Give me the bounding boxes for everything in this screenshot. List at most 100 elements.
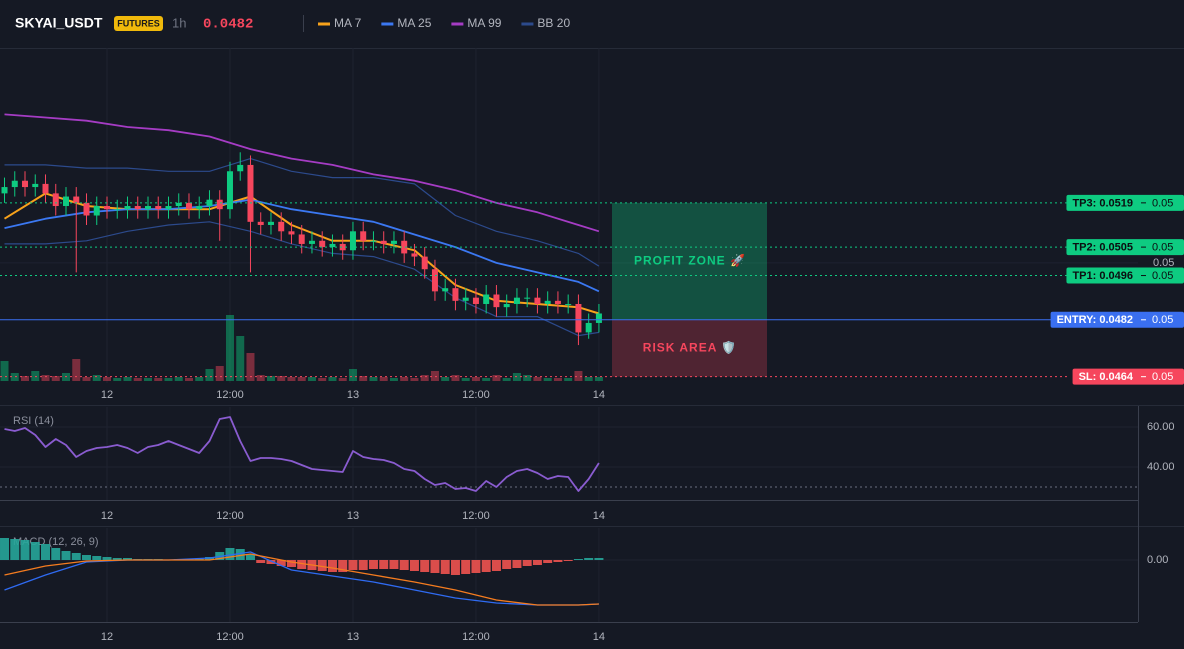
volume-bar [41, 375, 50, 381]
candle-body [370, 240, 377, 242]
candle-body [565, 303, 572, 305]
macd-histogram-bar [235, 549, 245, 560]
candle-body [431, 269, 438, 292]
candle-body [226, 171, 233, 210]
macd-histogram-bar [471, 560, 481, 573]
candle-body [237, 164, 244, 172]
macd-histogram-bar [51, 548, 61, 560]
candle-body [493, 294, 500, 308]
macd-histogram-bar [286, 560, 296, 567]
macd-histogram-bar [266, 560, 276, 564]
macd-histogram-bar [543, 560, 553, 563]
volume-bar [31, 371, 40, 381]
volume-bar [307, 377, 316, 381]
macd-histogram-bar [0, 538, 10, 560]
macd-histogram-bar [399, 560, 409, 570]
volume-bar [184, 378, 193, 381]
candle-body [360, 231, 367, 241]
volume-bar [430, 371, 439, 381]
macd-histogram-bar [61, 551, 71, 560]
volume-bar [543, 378, 552, 381]
macd-histogram-bar [297, 560, 307, 569]
macd-histogram-bar [30, 542, 40, 560]
level-tag [1072, 368, 1184, 385]
macd-histogram-bar [491, 560, 501, 571]
x-tick-label: 14 [593, 389, 605, 401]
candle-body [575, 303, 582, 333]
volume-bar [123, 377, 132, 381]
candle-body [134, 206, 141, 210]
futures-badge [114, 16, 163, 31]
macd-histogram-bar [225, 548, 235, 560]
ma-line [4, 113, 600, 233]
y-tick-label: 0.00 [1147, 554, 1168, 566]
level-tag [1066, 267, 1184, 284]
candle-body [421, 256, 428, 270]
volume-bar [379, 377, 388, 381]
candle-body [349, 231, 356, 251]
candle-body [73, 196, 80, 203]
volume-bar [420, 375, 429, 381]
macd-histogram-bar [522, 560, 532, 566]
volume-bar [471, 377, 480, 381]
volume-bar [195, 377, 204, 381]
volume-bar [205, 369, 214, 381]
macd-histogram-bar [532, 560, 542, 565]
level-tag [1066, 239, 1184, 256]
level-label: TP2: 0.0505 [1072, 242, 1133, 254]
candle-body [216, 199, 223, 210]
candle-body [1, 187, 8, 194]
macd-histogram-bar [102, 557, 112, 560]
candle-body [103, 206, 110, 210]
volume-bar [215, 366, 224, 381]
x-tick-label: 12:00 [462, 631, 490, 643]
volume-bar [482, 378, 491, 381]
symbol-title: SKYAI_USDT [15, 15, 103, 31]
macd-histogram-bar [573, 559, 583, 560]
zone [612, 319, 767, 377]
level-tag [1050, 311, 1184, 328]
macd-histogram-bar [389, 560, 399, 569]
candle-body [513, 297, 520, 304]
x-tick-label: 14 [593, 510, 605, 522]
volume-bar [154, 378, 163, 381]
macd-histogram-bar [481, 560, 491, 572]
volume-bar [266, 376, 275, 381]
macd-histogram-bar [256, 560, 266, 563]
rsi-title: RSI (14) [13, 415, 54, 427]
macd-histogram-bar [461, 560, 471, 574]
volume-bar [318, 378, 327, 381]
candle-body [144, 206, 151, 210]
volume-bar [297, 377, 306, 381]
volume-bar [553, 378, 562, 381]
candle-body [42, 183, 49, 194]
volume-bar [256, 375, 265, 381]
volume-bar [461, 378, 470, 381]
macd-histogram-bar [338, 560, 348, 572]
candle-body [124, 206, 131, 210]
x-tick-label: 12:00 [216, 631, 244, 643]
candle-body [298, 234, 305, 244]
candle-body [442, 288, 449, 292]
legend-label: BB 20 [537, 16, 570, 30]
volume-bar [225, 315, 234, 381]
volume-bar [359, 376, 368, 381]
volume-bar [533, 377, 542, 381]
volume-bar [246, 353, 255, 381]
volume-bar [584, 377, 593, 381]
volume-bar [164, 378, 173, 381]
macd-histogram-bar [420, 560, 430, 572]
zone [612, 202, 767, 320]
macd-histogram-bar [368, 560, 378, 569]
level-label: TP1: 0.0496 [1072, 270, 1133, 282]
volume-bar [82, 377, 91, 381]
macd-histogram-bar [41, 544, 51, 560]
macd-histogram-bar [112, 558, 122, 560]
volume-bar [51, 376, 60, 381]
volume-bar [277, 376, 286, 381]
x-tick-label: 13 [347, 631, 359, 643]
candle-body [165, 206, 172, 210]
candle-body [11, 180, 18, 188]
x-tick-label: 14 [593, 631, 605, 643]
volume-bar [143, 378, 152, 381]
